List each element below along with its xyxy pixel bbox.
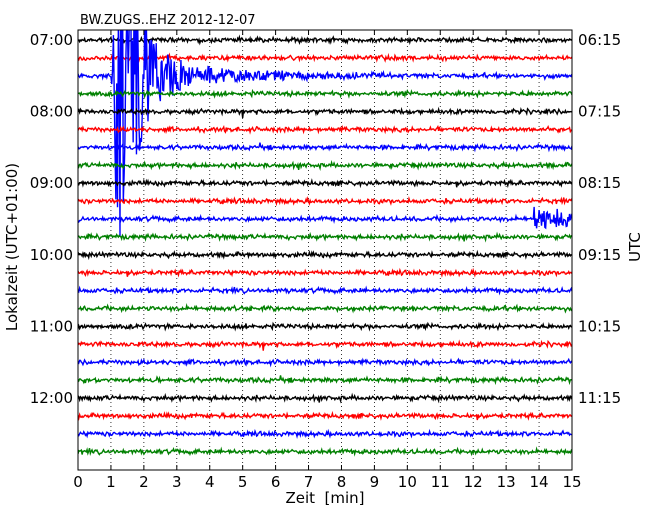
- x-tick-label: 9: [370, 473, 380, 491]
- seismic-trace: [78, 357, 572, 368]
- vertical-grid: [110, 30, 540, 470]
- left-axis-ticks: 07:00 08:00 09:00 10:00 11:00 12:00: [30, 31, 83, 407]
- seismic-trace: [78, 178, 572, 189]
- x-tick-label: 6: [271, 473, 281, 491]
- x-tick-label: 15: [562, 473, 581, 491]
- x-tick-label: 14: [530, 473, 549, 491]
- seismic-trace: [78, 321, 572, 332]
- seismic-trace: [78, 231, 572, 243]
- left-tick-label: 12:00: [30, 389, 73, 407]
- right-tick-label: 10:15: [578, 317, 621, 335]
- x-tick-label: 12: [464, 473, 483, 491]
- seismic-trace: [78, 159, 572, 171]
- seismic-trace: [78, 142, 572, 153]
- seismic-trace: [78, 428, 572, 439]
- right-axis-label: UTC: [626, 232, 644, 262]
- left-tick-label: 08:00: [30, 103, 73, 121]
- right-tick-label: 09:15: [578, 246, 621, 264]
- x-tick-label: 8: [337, 473, 347, 491]
- seismic-trace: [78, 285, 572, 296]
- left-tick-label: 11:00: [30, 317, 73, 335]
- trace-group: [78, 30, 572, 457]
- seismic-trace: [78, 206, 572, 230]
- plot-frame: [77, 29, 573, 471]
- seismic-trace: [78, 392, 572, 404]
- right-tick-label: 08:15: [578, 174, 621, 192]
- x-tick-label: 10: [398, 473, 417, 491]
- seismic-trace: [78, 302, 572, 314]
- seismic-trace: [78, 410, 572, 421]
- right-tick-label: 07:15: [578, 103, 621, 121]
- seismic-trace: [78, 52, 572, 64]
- seismic-trace: [78, 106, 572, 119]
- seismic-trace: [78, 375, 572, 386]
- right-axis-ticks: 06:15 07:15 08:15 09:15 10:15 11:15: [567, 31, 621, 407]
- x-tick-label: 3: [172, 473, 182, 491]
- x-tick-label: 2: [139, 473, 149, 491]
- seismic-trace: [78, 34, 572, 46]
- x-tick-label: 13: [497, 473, 516, 491]
- seismic-trace: [78, 339, 572, 351]
- x-tick-label: 4: [205, 473, 215, 491]
- seismic-trace: [78, 30, 572, 236]
- seismic-trace: [78, 196, 572, 207]
- x-tick-label: 5: [238, 473, 248, 491]
- seismic-trace: [78, 249, 572, 261]
- seismic-trace: [78, 124, 572, 135]
- x-tick-label: 11: [431, 473, 450, 491]
- right-tick-label: 06:15: [578, 31, 621, 49]
- left-tick-label: 09:00: [30, 174, 73, 192]
- seismic-trace: [78, 267, 572, 278]
- x-axis-ticks: 0 1 2 3 4 5 6 7 8 9 10 11 12 13 14 15: [73, 30, 582, 491]
- x-tick-label: 7: [304, 473, 314, 491]
- left-axis-label: Lokalzeit (UTC+01:00): [3, 163, 21, 331]
- left-tick-label: 07:00: [30, 31, 73, 49]
- x-tick-label: 1: [106, 473, 116, 491]
- left-tick-label: 10:00: [30, 246, 73, 264]
- right-tick-label: 11:15: [578, 389, 621, 407]
- seismic-trace: [78, 446, 572, 457]
- x-tick-label: 0: [73, 473, 83, 491]
- chart-title: BW.ZUGS..EHZ 2012-12-07: [80, 13, 256, 28]
- seismic-trace: [78, 88, 572, 99]
- x-axis-label: Zeit [min]: [285, 489, 364, 507]
